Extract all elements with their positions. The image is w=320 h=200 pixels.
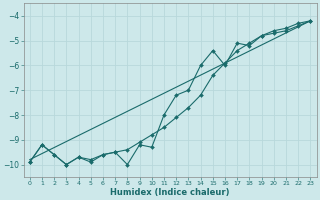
X-axis label: Humidex (Indice chaleur): Humidex (Indice chaleur) xyxy=(110,188,230,197)
